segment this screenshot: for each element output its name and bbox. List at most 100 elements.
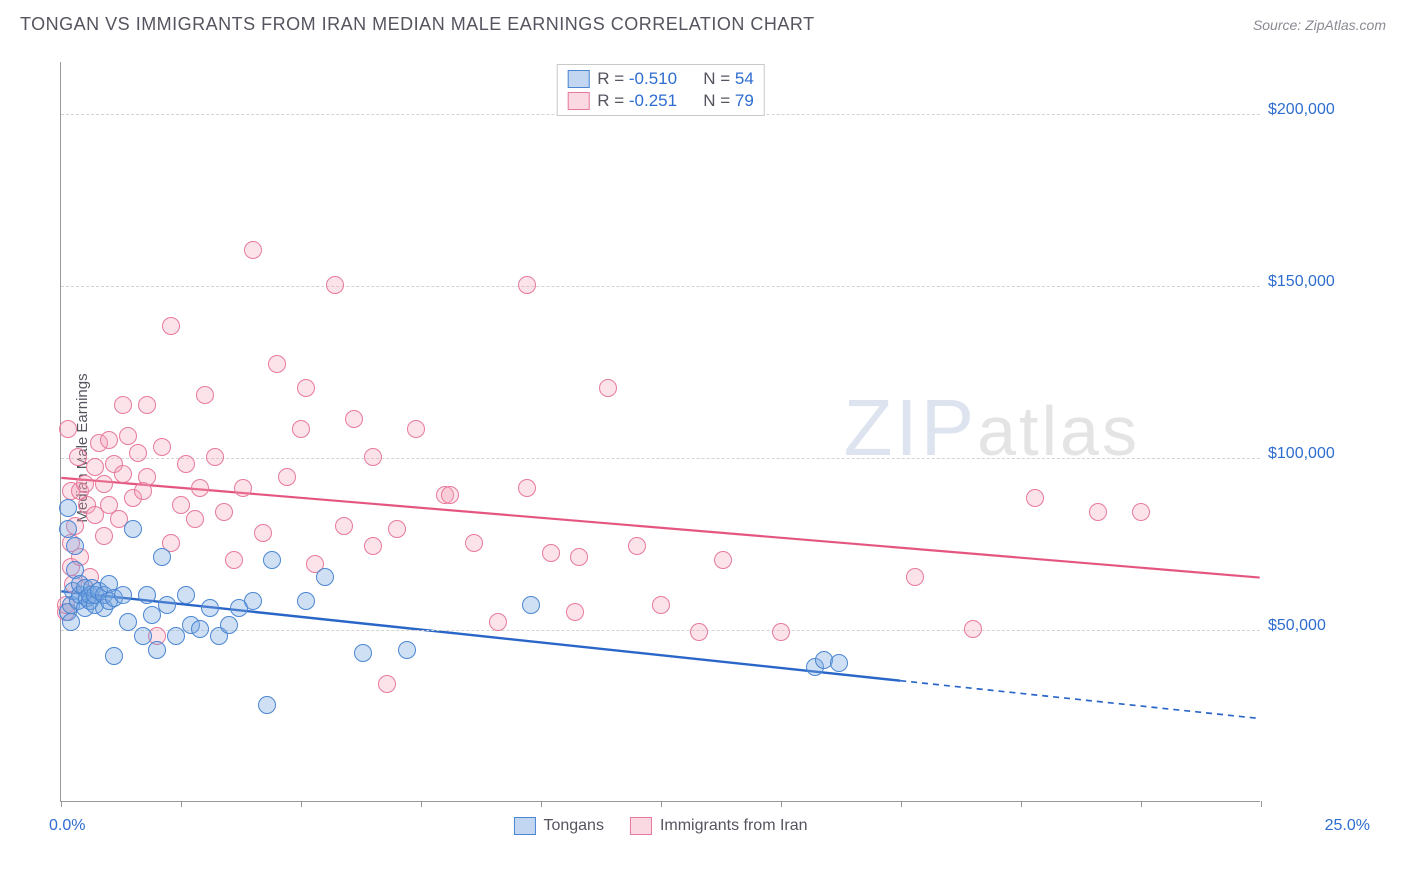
data-point <box>652 596 670 614</box>
data-point <box>297 379 315 397</box>
data-point <box>964 620 982 638</box>
data-point <box>114 465 132 483</box>
data-point <box>201 599 219 617</box>
data-point <box>244 241 262 259</box>
data-point <box>407 420 425 438</box>
x-tick <box>181 801 182 807</box>
data-point <box>66 537 84 555</box>
data-point <box>114 586 132 604</box>
data-point <box>278 468 296 486</box>
data-point <box>172 496 190 514</box>
data-point <box>518 479 536 497</box>
data-point <box>542 544 560 562</box>
x-tick <box>301 801 302 807</box>
data-point <box>105 647 123 665</box>
data-point <box>138 468 156 486</box>
data-point <box>244 592 262 610</box>
x-tick <box>1141 801 1142 807</box>
data-point <box>345 410 363 428</box>
data-point <box>124 520 142 538</box>
data-point <box>62 613 80 631</box>
data-point <box>225 551 243 569</box>
series-legend: Tongans Immigrants from Iran <box>513 817 807 835</box>
data-point <box>364 537 382 555</box>
data-point <box>148 641 166 659</box>
data-point <box>95 527 113 545</box>
data-point <box>570 548 588 566</box>
data-point <box>1132 503 1150 521</box>
data-point <box>138 586 156 604</box>
data-point <box>714 551 732 569</box>
data-point <box>191 620 209 638</box>
data-point <box>906 568 924 586</box>
swatch-blue <box>513 817 535 835</box>
watermark: ZIPatlas <box>844 382 1140 474</box>
data-point <box>292 420 310 438</box>
data-point <box>162 317 180 335</box>
legend-row-iran: R = -0.251 N = 79 <box>567 90 754 112</box>
data-point <box>153 438 171 456</box>
data-point <box>522 596 540 614</box>
data-point <box>316 568 334 586</box>
data-point <box>129 444 147 462</box>
data-point <box>59 420 77 438</box>
data-point <box>258 696 276 714</box>
data-point <box>254 524 272 542</box>
swatch-pink <box>567 92 589 110</box>
correlation-legend: R = -0.510 N = 54 R = -0.251 N = 79 <box>556 64 765 116</box>
source-attribution: Source: ZipAtlas.com <box>1253 17 1386 33</box>
legend-item-tongans: Tongans <box>513 817 604 835</box>
data-point <box>138 396 156 414</box>
data-point <box>364 448 382 466</box>
data-point <box>772 623 790 641</box>
data-point <box>220 616 238 634</box>
x-axis-max-label: 25.0% <box>1325 817 1370 835</box>
chart-container: Median Male Earnings ZIPatlas R = -0.510… <box>48 58 1388 838</box>
data-point <box>465 534 483 552</box>
data-point <box>354 644 372 662</box>
plot-area: ZIPatlas R = -0.510 N = 54 R = -0.251 N … <box>60 62 1260 802</box>
data-point <box>177 455 195 473</box>
data-point <box>489 613 507 631</box>
data-point <box>234 479 252 497</box>
data-point <box>69 448 87 466</box>
data-point <box>100 431 118 449</box>
data-point <box>114 396 132 414</box>
data-point <box>191 479 209 497</box>
x-tick <box>661 801 662 807</box>
x-tick <box>421 801 422 807</box>
data-point <box>158 596 176 614</box>
data-point <box>206 448 224 466</box>
x-tick <box>781 801 782 807</box>
data-point <box>59 499 77 517</box>
data-point <box>263 551 281 569</box>
data-point <box>398 641 416 659</box>
data-point <box>196 386 214 404</box>
data-point <box>690 623 708 641</box>
x-tick <box>901 801 902 807</box>
data-point <box>186 510 204 528</box>
y-tick-label: $100,000 <box>1268 445 1335 463</box>
data-point <box>335 517 353 535</box>
legend-row-tongans: R = -0.510 N = 54 <box>567 68 754 90</box>
data-point <box>1026 489 1044 507</box>
data-point <box>268 355 286 373</box>
gridline <box>61 286 1260 287</box>
data-point <box>378 675 396 693</box>
x-tick <box>61 801 62 807</box>
legend-item-iran: Immigrants from Iran <box>630 817 808 835</box>
chart-title: TONGAN VS IMMIGRANTS FROM IRAN MEDIAN MA… <box>20 14 815 35</box>
data-point <box>95 475 113 493</box>
y-tick-label: $50,000 <box>1268 617 1326 635</box>
swatch-pink <box>630 817 652 835</box>
data-point <box>441 486 459 504</box>
gridline <box>61 458 1260 459</box>
data-point <box>388 520 406 538</box>
data-point <box>119 427 137 445</box>
data-point <box>1089 503 1107 521</box>
data-point <box>566 603 584 621</box>
swatch-blue <box>567 70 589 88</box>
data-point <box>76 475 94 493</box>
x-tick <box>1021 801 1022 807</box>
data-point <box>518 276 536 294</box>
